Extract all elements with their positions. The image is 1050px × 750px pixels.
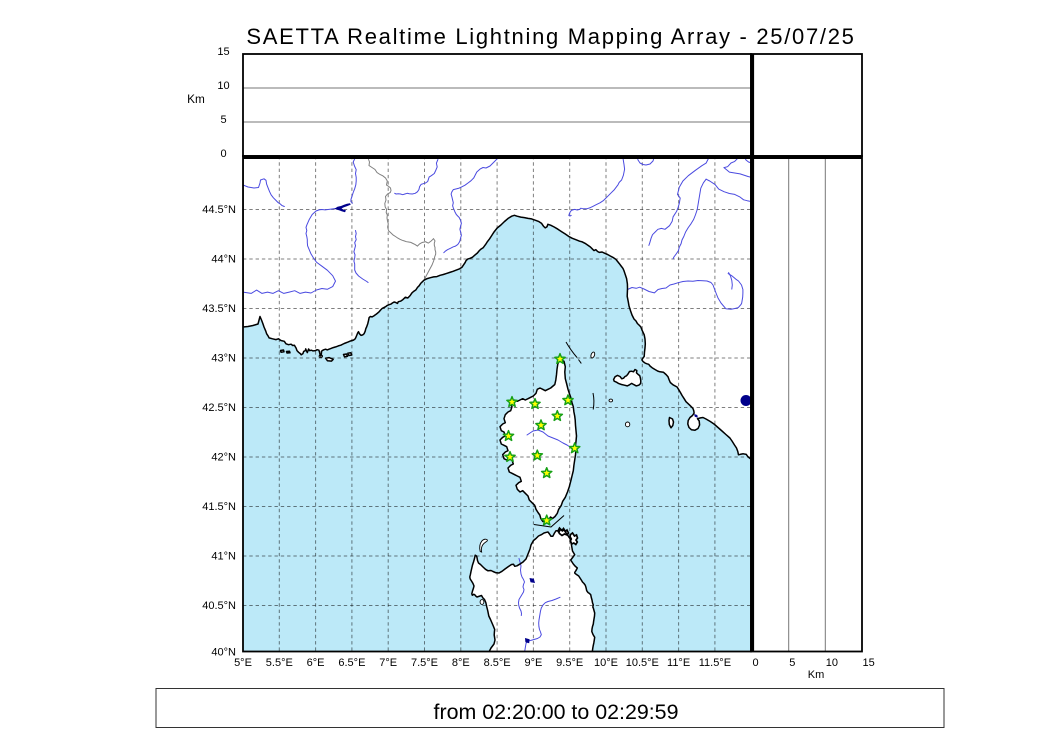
svg-text:from 02:20:00 to 02:29:59: from 02:20:00 to 02:29:59 xyxy=(434,700,679,724)
svg-text:44.5°N: 44.5°N xyxy=(202,204,236,216)
svg-text:5°E: 5°E xyxy=(234,657,252,669)
svg-text:7.5°E: 7.5°E xyxy=(411,657,438,669)
svg-text:10.5°E: 10.5°E xyxy=(626,657,659,669)
svg-text:Km: Km xyxy=(187,92,205,106)
svg-text:6°E: 6°E xyxy=(307,657,325,669)
svg-text:0: 0 xyxy=(220,148,226,160)
svg-text:43.5°N: 43.5°N xyxy=(202,303,236,315)
svg-text:10: 10 xyxy=(217,80,229,92)
svg-text:15: 15 xyxy=(217,46,229,58)
svg-text:40.5°N: 40.5°N xyxy=(202,600,236,612)
svg-text:11°E: 11°E xyxy=(667,657,690,669)
svg-text:11.5°E: 11.5°E xyxy=(699,657,731,669)
svg-text:6.5°E: 6.5°E xyxy=(338,657,365,669)
svg-text:44°N: 44°N xyxy=(211,254,236,266)
svg-text:10: 10 xyxy=(826,657,838,669)
svg-text:5.5°E: 5.5°E xyxy=(266,657,293,669)
svg-text:Km: Km xyxy=(808,669,825,681)
svg-text:8°E: 8°E xyxy=(452,657,470,669)
svg-text:10°E: 10°E xyxy=(594,657,618,669)
svg-text:5: 5 xyxy=(789,657,795,669)
svg-text:9.5°E: 9.5°E xyxy=(556,657,583,669)
svg-text:40°N: 40°N xyxy=(211,647,236,659)
svg-text:43°N: 43°N xyxy=(211,353,236,365)
svg-text:0: 0 xyxy=(753,657,759,669)
svg-text:41°N: 41°N xyxy=(211,551,236,563)
svg-text:42°N: 42°N xyxy=(211,452,236,464)
svg-text:5: 5 xyxy=(220,114,226,126)
svg-text:9°E: 9°E xyxy=(524,657,542,669)
svg-text:15: 15 xyxy=(863,657,875,669)
svg-text:8.5°E: 8.5°E xyxy=(484,657,511,669)
svg-text:7°E: 7°E xyxy=(379,657,397,669)
svg-text:41.5°N: 41.5°N xyxy=(202,501,236,513)
svg-text:SAETTA Realtime Lightning Mapp: SAETTA Realtime Lightning Mapping Array … xyxy=(246,24,855,49)
svg-text:42.5°N: 42.5°N xyxy=(202,402,236,414)
